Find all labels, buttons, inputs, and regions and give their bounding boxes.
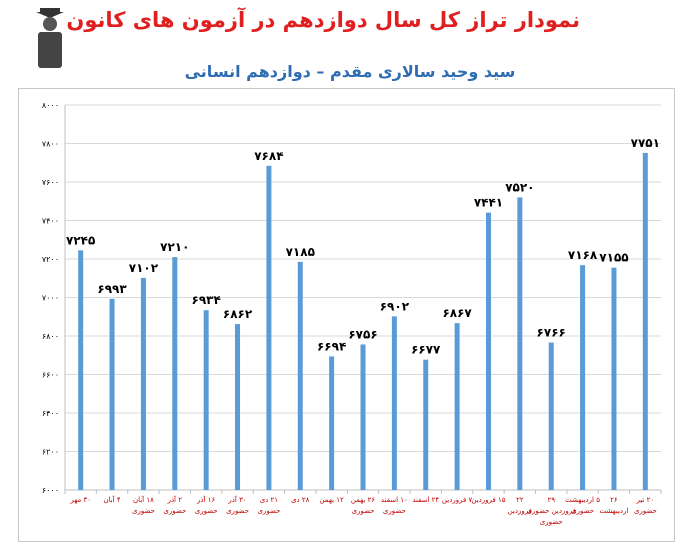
bar: [517, 197, 523, 490]
x-tick-label: حضوری: [163, 507, 186, 515]
data-label: ۷۱۶۸: [568, 248, 598, 262]
bar: [266, 165, 272, 490]
data-label: ۶۹۹۳: [97, 282, 127, 296]
data-label: ۶۷۶۶: [537, 326, 566, 340]
x-tick-label: ۱۶ آذر: [196, 495, 215, 504]
x-tick-label: ۱۲ بهمن: [319, 496, 344, 504]
x-tick-label: ۵ اردیبهشت: [565, 496, 600, 504]
bar: [611, 267, 617, 490]
x-tick-label: حضوری: [634, 507, 657, 515]
x-tick-label: ۲۶: [610, 496, 618, 504]
y-tick-label: ۸۰۰۰: [42, 101, 59, 110]
data-label: ۷۲۱۰: [160, 240, 189, 254]
bar: [172, 257, 178, 490]
chart-title: نمودار تراز کل سال دوازدهم در آزمون های …: [66, 8, 580, 32]
bar: [109, 298, 115, 490]
x-tick-label: ۱۸ آبان: [133, 495, 154, 504]
x-tick-label: حضوری: [132, 507, 155, 515]
x-tick-label: فروردین: [508, 507, 532, 515]
x-tick-label: ۷ فروردین: [442, 496, 473, 504]
data-label: ۶۹۰۲: [380, 299, 410, 313]
x-tick-label: ۲۰ تیر: [635, 496, 654, 504]
x-tick-label: حضوری: [352, 507, 375, 515]
chart-subtitle: سید وحید سالاری مقدم – دوازدهم انسانی: [184, 62, 516, 81]
bar: [329, 356, 335, 490]
y-tick-label: ۶۴۰۰: [42, 409, 59, 418]
data-label: ۷۴۴۱: [474, 196, 503, 210]
data-label: ۷۱۵۵: [599, 251, 628, 265]
y-tick-label: ۷۲۰۰: [42, 255, 59, 264]
bar: [423, 359, 429, 490]
x-tick-label: ۲۲: [516, 496, 524, 504]
x-tick-label: ۴ آبان: [103, 495, 120, 504]
data-label: ۶۸۶۷: [442, 306, 472, 320]
x-tick-label: ۲۴ اسفند: [412, 496, 439, 504]
bar: [297, 261, 303, 490]
data-label: ۶۶۹۴: [317, 339, 346, 353]
data-label: ۶۸۶۲: [223, 307, 253, 321]
bar: [140, 277, 146, 490]
data-label: ۶۹۳۴: [192, 293, 221, 307]
x-tick-label: حضوری: [571, 507, 594, 515]
data-label: ۷۷۵۱: [631, 136, 660, 150]
y-tick-label: ۷۶۰۰: [42, 178, 59, 187]
x-tick-label: ۲۱ دی: [260, 496, 278, 504]
data-label: ۶۶۷۷: [411, 343, 441, 357]
y-tick-label: ۶۲۰۰: [42, 448, 59, 457]
y-tick-label: ۶۶۰۰: [42, 371, 59, 380]
x-tick-label: ۱۵ فروردین: [471, 496, 505, 504]
y-tick-label: ۷۴۰۰: [42, 217, 59, 226]
x-tick-label: فروردین حضوری: [526, 507, 575, 515]
data-label: ۷۵۲۰: [505, 180, 534, 194]
x-tick-label: ۲۸ دی: [291, 496, 310, 504]
data-label: ۷۱۰۲: [129, 261, 159, 275]
bar: [642, 152, 648, 490]
x-tick-label: حضوری: [383, 507, 406, 515]
data-label: ۷۶۸۴: [254, 149, 283, 163]
x-tick-label: ۱۰ اسفند: [381, 496, 408, 504]
bar: [78, 250, 84, 490]
x-tick-label: ۲۹: [547, 496, 555, 504]
data-label: ۶۷۵۶: [348, 327, 377, 341]
x-tick-label: حضوری: [195, 507, 218, 515]
bar: [203, 310, 209, 490]
x-tick-label: حضوری: [257, 507, 280, 515]
y-tick-label: ۶۸۰۰: [42, 332, 59, 341]
x-tick-label: ۲۶ بهمن: [351, 496, 376, 504]
bar: [391, 316, 397, 490]
bar-chart: ۶۰۰۰ ۶۲۰۰ ۶۴۰۰ ۶۶۰۰ ۶۸۰۰ ۷۰۰۰ ۷۲۰۰ ۷۴۰۰ ۷۶۰۰ ۷۸۰۰…: [42, 101, 662, 526]
x-tick-label: ۳۰ آذر: [227, 495, 246, 504]
data-label: ۷۲۴۵: [66, 233, 95, 247]
y-tick-label: ۶۰۰۰: [42, 486, 59, 495]
x-tick-label: حضوری: [226, 507, 249, 515]
x-tick-label: اردیبهشت: [600, 507, 629, 515]
y-tick-label: ۷۰۰۰: [42, 294, 59, 303]
x-tick-label: ۳۰ مهر: [69, 496, 91, 504]
y-tick-label: ۷۸۰۰: [42, 140, 59, 149]
bar: [235, 324, 241, 490]
x-tick-label: ۲ آذر: [167, 495, 183, 504]
bar: [580, 265, 586, 490]
bar: [485, 212, 491, 491]
chart-area: ۶۰۰۰ ۶۲۰۰ ۶۴۰۰ ۶۶۰۰ ۶۸۰۰ ۷۰۰۰ ۷۲۰۰ ۷۴۰۰ ۷۶۰۰ ۷۸۰۰…: [18, 88, 675, 542]
bar: [360, 344, 366, 490]
data-label: ۷۱۸۵: [286, 245, 315, 259]
x-tick-label: حضوری: [540, 518, 563, 526]
bar: [454, 323, 460, 490]
logo: [36, 8, 64, 68]
bar: [548, 342, 554, 490]
